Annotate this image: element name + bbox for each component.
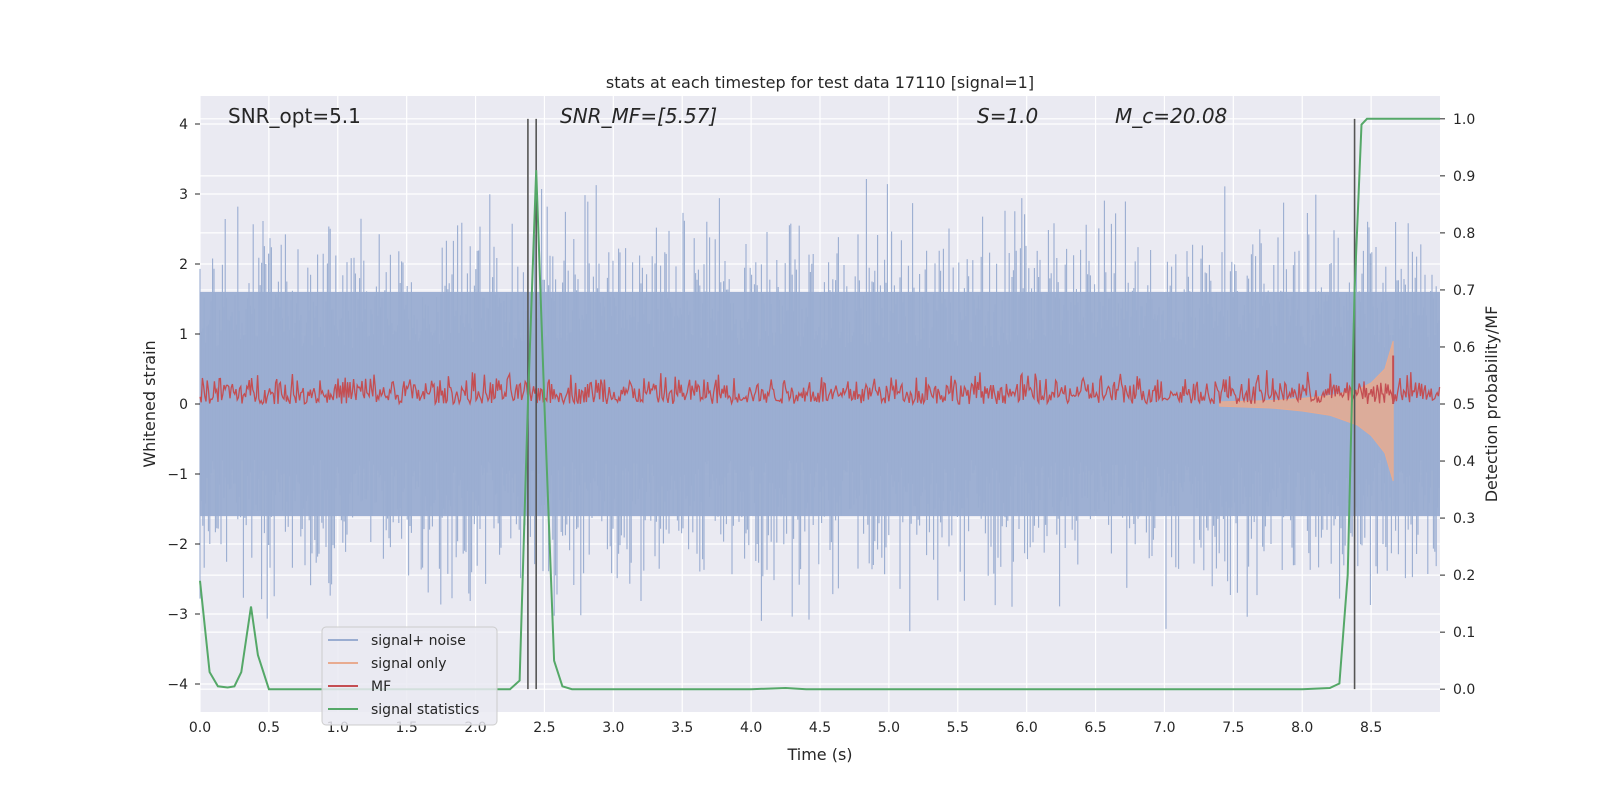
series-mf bbox=[199, 355, 1441, 407]
annotation-snr-opt: SNR_opt=5.1 bbox=[228, 104, 361, 128]
y-right-tick-label: 0.0 bbox=[1453, 682, 1475, 698]
legend-label-mf: MF bbox=[371, 679, 391, 695]
x-tick-label: 3.0 bbox=[602, 720, 624, 736]
y-axis-label: Whitened strain bbox=[140, 340, 159, 467]
series-signal-statistics bbox=[199, 117, 1440, 691]
y-tick-label: 2 bbox=[179, 257, 188, 273]
y-ticks: 4 3 2 1 0 −1 −2 −3 −4 bbox=[167, 117, 200, 693]
x-tick-label: 2.5 bbox=[533, 720, 555, 736]
y-right-ticks: 1.0 0.9 0.8 0.7 0.6 0.5 0.4 0.3 0.2 0.1 0.0 bbox=[1440, 112, 1475, 698]
y-tick-label: −1 bbox=[167, 467, 188, 483]
y-tick-label: 4 bbox=[179, 117, 188, 133]
series-signal-only bbox=[1219, 340, 1394, 482]
y-right-tick-label: 0.2 bbox=[1453, 568, 1475, 584]
y-right-tick-label: 0.4 bbox=[1453, 454, 1475, 470]
x-tick-label: 5.0 bbox=[878, 720, 900, 736]
y-right-tick-label: 0.8 bbox=[1453, 226, 1475, 242]
y-right-tick-label: 0.1 bbox=[1453, 625, 1475, 641]
y-right-tick-label: 1.0 bbox=[1453, 112, 1475, 128]
y-right-tick-label: 0.7 bbox=[1453, 283, 1475, 299]
y-right-tick-label: 0.5 bbox=[1453, 397, 1475, 413]
y-right-tick-label: 0.3 bbox=[1453, 511, 1475, 527]
annotation-mc: M_c=20.08 bbox=[1115, 104, 1227, 128]
signal-statistics-line bbox=[199, 117, 1440, 691]
x-tick-label: 0.0 bbox=[189, 720, 211, 736]
x-tick-label: 5.5 bbox=[947, 720, 969, 736]
x-tick-label: 7.0 bbox=[1153, 720, 1175, 736]
x-axis-label: Time (s) bbox=[786, 745, 852, 764]
legend-label-statistics: signal statistics bbox=[371, 702, 479, 718]
y-tick-label: −4 bbox=[167, 677, 188, 693]
x-tick-label: 0.5 bbox=[258, 720, 280, 736]
x-tick-label: 7.5 bbox=[1222, 720, 1244, 736]
mf-trace bbox=[199, 370, 1441, 407]
annotation-snr-mf: SNR_MF=[5.57] bbox=[560, 104, 717, 128]
annotations: SNR_opt=5.1 SNR_MF=[5.57] S=1.0 M_c=20.0… bbox=[228, 104, 1227, 128]
x-tick-label: 8.5 bbox=[1360, 720, 1382, 736]
chart-title: stats at each timestep for test data 171… bbox=[606, 73, 1034, 92]
legend-box bbox=[321, 626, 498, 726]
x-tick-label: 4.5 bbox=[809, 720, 831, 736]
x-tick-label: 3.5 bbox=[671, 720, 693, 736]
y-tick-label: 1 bbox=[179, 327, 188, 343]
y-tick-label: −3 bbox=[167, 607, 188, 623]
y-right-tick-label: 0.9 bbox=[1453, 169, 1475, 185]
y-tick-label: −2 bbox=[167, 537, 188, 553]
legend: signal+ noise signal only MF signal stat… bbox=[321, 626, 498, 726]
legend-label-noise: signal+ noise bbox=[371, 633, 466, 649]
y-right-axis-label: Detection probability/MF bbox=[1482, 306, 1501, 503]
x-tick-label: 4.0 bbox=[740, 720, 762, 736]
x-tick-label: 8.0 bbox=[1291, 720, 1313, 736]
annotation-s: S=1.0 bbox=[977, 104, 1038, 128]
signal-only-envelope bbox=[1219, 340, 1394, 482]
x-tick-label: 6.5 bbox=[1084, 720, 1106, 736]
y-right-tick-label: 0.6 bbox=[1453, 340, 1475, 356]
y-tick-label: 0 bbox=[179, 397, 188, 413]
x-tick-label: 6.0 bbox=[1016, 720, 1038, 736]
legend-label-signal-only: signal only bbox=[371, 656, 446, 672]
y-tick-label: 3 bbox=[179, 187, 188, 203]
